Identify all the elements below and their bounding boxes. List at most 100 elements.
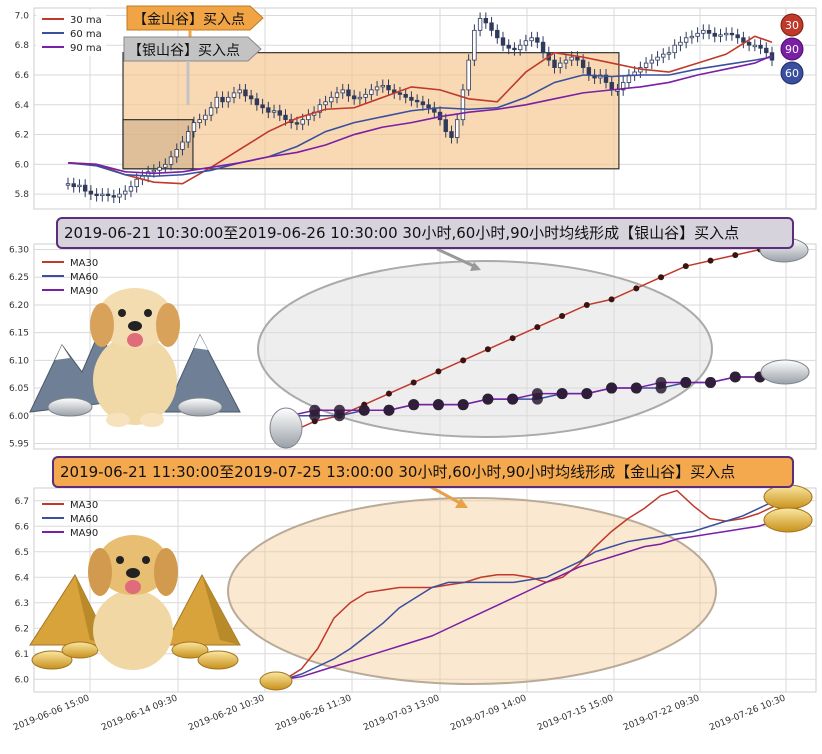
- y-tick-label: 6.6: [15, 71, 30, 81]
- silver-mascot-illustration: [29, 288, 241, 427]
- candle-body: [231, 92, 237, 98]
- panel1-ma-lines: [67, 35, 773, 185]
- y-tick-label: 6.10: [9, 356, 29, 366]
- ma-line-60-ma: [67, 56, 773, 178]
- candle-body: [746, 41, 752, 46]
- candle-body: [117, 193, 122, 198]
- candle-body: [248, 95, 254, 100]
- candle-body: [563, 59, 569, 64]
- candle-body: [403, 93, 408, 98]
- candle-body: [168, 156, 174, 165]
- candle-body: [695, 32, 700, 37]
- candle-body: [374, 86, 380, 91]
- legend-ma60-label: MA60: [70, 514, 98, 525]
- x-tick-label: 2019-06-14 09:30: [100, 693, 179, 733]
- candle-body: [701, 29, 706, 34]
- candle-body: [724, 32, 729, 36]
- ma-point-ma30: [633, 285, 640, 292]
- y-tick-label: 6.25: [9, 273, 29, 283]
- candle-body: [495, 29, 500, 39]
- candle-body: [77, 184, 82, 188]
- y-tick-label: 6.30: [9, 246, 29, 256]
- silver-ingot-icon: [760, 359, 810, 385]
- candle-body: [357, 96, 363, 100]
- candles: [65, 12, 775, 204]
- candle-body: [489, 22, 494, 31]
- candle-body: [672, 44, 677, 54]
- silver-ingot-icons: [269, 237, 810, 449]
- candle-body: [661, 53, 666, 58]
- candle-body: [706, 29, 712, 34]
- candle-body: [512, 47, 517, 51]
- candle-body: [689, 35, 695, 39]
- legend-60ma-label: 60 ma: [70, 29, 102, 40]
- ma-point-ma90: [457, 399, 469, 411]
- gold-ingot-icon: [763, 507, 813, 533]
- badge-60-label: 60: [785, 67, 799, 80]
- candle-body: [82, 184, 88, 192]
- candle-body: [414, 99, 420, 103]
- candle-body: [111, 195, 116, 198]
- panel1-y-ticks: 5.8 6.0 6.2 6.4 6.6 6.8 7.0: [15, 11, 30, 200]
- candle-body: [409, 96, 414, 101]
- ma-point-ma30: [385, 390, 392, 397]
- candle-body: [477, 18, 483, 31]
- candle-body: [334, 92, 340, 98]
- x-tick-label: 2019-07-03 13:00: [362, 693, 441, 733]
- candle-body: [174, 149, 179, 158]
- candle-body: [351, 95, 357, 100]
- candle-body: [271, 110, 277, 113]
- candle-body: [369, 89, 374, 95]
- y-tick-label: 6.3: [15, 599, 29, 609]
- legend-ma90-label: MA90: [70, 528, 98, 539]
- ma-point-ma90: [606, 382, 618, 394]
- candle-body: [191, 122, 197, 132]
- y-tick-label: 6.00: [9, 412, 29, 422]
- panel2-ma-lines: [284, 246, 766, 436]
- ma-point-ma90: [705, 377, 717, 389]
- candle-body: [380, 85, 385, 88]
- silver-buy-arrow: 【银山谷】买入点: [123, 36, 262, 105]
- ma-point-ma90: [333, 404, 345, 416]
- candle-body: [134, 178, 139, 188]
- candle-body: [71, 183, 76, 188]
- ma-line-ma30: [284, 489, 776, 680]
- ma-point-ma30: [658, 274, 665, 281]
- silver-callout-arrow: [436, 247, 479, 270]
- ma-point-ma90: [383, 404, 395, 416]
- candle-body: [283, 114, 288, 121]
- candle-body: [220, 96, 225, 103]
- candle-body: [123, 190, 128, 195]
- candle-body: [420, 101, 426, 106]
- gold-valley-zone: [122, 52, 620, 170]
- candle-body: [620, 82, 626, 91]
- ma-point-ma30: [410, 379, 417, 386]
- candle-body: [214, 96, 220, 109]
- candle-body: [764, 47, 769, 54]
- ma-badges: 30 90 60: [780, 13, 804, 85]
- ma-point-ma90: [309, 404, 321, 416]
- candle-body: [603, 74, 609, 83]
- candle-body: [100, 193, 105, 197]
- ma-point-ma90: [408, 399, 420, 411]
- y-tick-label: 6.2: [15, 624, 29, 634]
- legend-ma60-label: MA60: [70, 272, 98, 283]
- candle-body: [643, 62, 649, 68]
- candle-body: [569, 56, 574, 61]
- badge-90-label: 90: [785, 43, 799, 56]
- legend-ma30-label: MA30: [70, 258, 98, 269]
- legend-90ma-label: 90 ma: [70, 43, 102, 54]
- candle-body: [197, 119, 202, 124]
- candle-body: [128, 186, 134, 192]
- candle-body: [455, 119, 460, 138]
- candle-body: [666, 52, 672, 55]
- candle-body: [237, 89, 242, 94]
- candle-body: [758, 44, 763, 49]
- candle-body: [226, 96, 231, 103]
- ma-point-ma90: [630, 382, 642, 394]
- candle-body: [88, 190, 94, 195]
- gold-valley-panel: 6.0 6.1 6.2 6.3 6.4 6.5 6.6 6.7 MA30 MA60 MA90: [15, 484, 817, 693]
- ma-point-ma90: [581, 388, 593, 400]
- candle-body: [277, 110, 282, 116]
